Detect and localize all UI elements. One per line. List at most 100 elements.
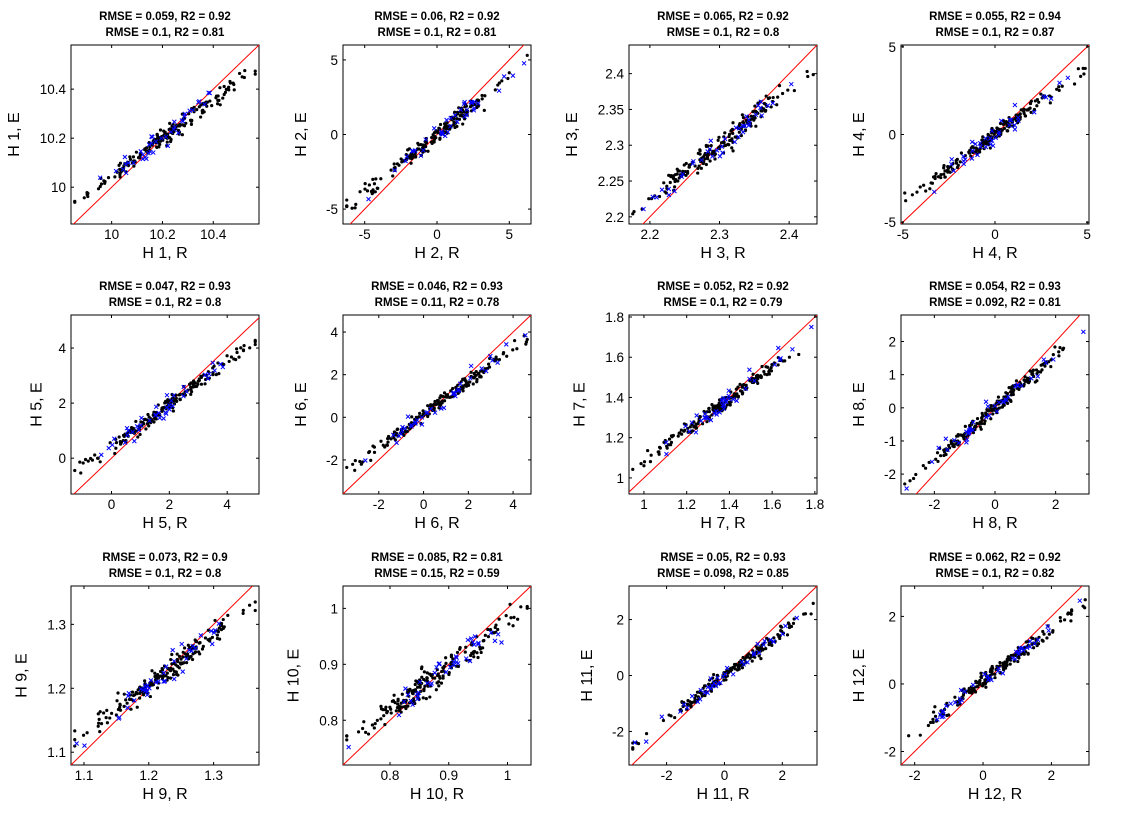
train-point bbox=[464, 645, 468, 649]
test-point bbox=[464, 107, 470, 113]
train-point bbox=[464, 379, 468, 383]
y-tick-label: 0 bbox=[888, 401, 896, 416]
train-point bbox=[1007, 385, 1011, 390]
test-point bbox=[139, 415, 144, 421]
train-point bbox=[727, 134, 731, 139]
train-point bbox=[170, 392, 174, 397]
test-point bbox=[983, 399, 989, 405]
train-point bbox=[755, 374, 759, 379]
train-point bbox=[389, 707, 393, 711]
test-point bbox=[74, 741, 79, 746]
test-point bbox=[659, 714, 665, 720]
train-point bbox=[683, 428, 687, 432]
test-point bbox=[775, 345, 781, 351]
train-point bbox=[775, 103, 779, 107]
y-tick-label: -2 bbox=[884, 467, 896, 482]
train-point bbox=[169, 127, 173, 131]
subplot-title-line-2: RMSE = 0.15, R2 = 0.59 bbox=[374, 568, 499, 580]
train-point bbox=[237, 355, 241, 359]
train-point bbox=[789, 624, 794, 629]
train-point bbox=[676, 434, 680, 438]
y-tick-label: 2.35 bbox=[598, 102, 624, 117]
train-point bbox=[676, 169, 680, 173]
test-point bbox=[467, 375, 473, 381]
test-point bbox=[987, 675, 993, 680]
train-point bbox=[353, 206, 357, 210]
test-point bbox=[952, 700, 958, 705]
train-point bbox=[437, 684, 441, 688]
test-point bbox=[419, 415, 425, 420]
train-point bbox=[442, 399, 447, 403]
test-point bbox=[156, 410, 162, 416]
train-point bbox=[1031, 646, 1036, 650]
test-point bbox=[948, 701, 954, 707]
train-point bbox=[673, 715, 677, 720]
train-point bbox=[1002, 668, 1006, 672]
y-axis-label: H 11, E bbox=[579, 649, 596, 701]
train-point bbox=[138, 432, 142, 437]
test-point bbox=[136, 427, 142, 433]
test-point bbox=[399, 428, 405, 433]
train-point bbox=[712, 672, 716, 677]
train-point bbox=[698, 149, 702, 153]
test-point bbox=[771, 639, 776, 644]
test-point bbox=[788, 81, 794, 87]
y-tick-label: 1 bbox=[330, 601, 338, 616]
test-point bbox=[467, 658, 473, 664]
train-point bbox=[359, 462, 363, 466]
train-point bbox=[345, 198, 349, 202]
train-point bbox=[763, 109, 767, 113]
y-tick-label: 1.6 bbox=[605, 350, 624, 365]
test-point bbox=[753, 112, 759, 118]
test-point bbox=[755, 641, 761, 647]
train-point bbox=[463, 650, 467, 654]
train-point bbox=[918, 185, 922, 189]
train-point bbox=[472, 650, 476, 654]
test-point bbox=[969, 156, 975, 161]
train-point bbox=[658, 446, 662, 450]
x-tick-label: 1.4 bbox=[720, 497, 739, 512]
test-point bbox=[153, 679, 159, 685]
test-point bbox=[989, 138, 995, 143]
subplot-title-line-2: RMSE = 0.1, R2 = 0.8 bbox=[109, 297, 222, 309]
test-point bbox=[451, 662, 457, 668]
test-point bbox=[488, 630, 494, 635]
train-point bbox=[943, 169, 947, 173]
train-point bbox=[704, 144, 709, 149]
train-point bbox=[222, 625, 226, 629]
test-point bbox=[739, 659, 745, 665]
train-point bbox=[765, 636, 769, 641]
train-point bbox=[685, 702, 690, 706]
plot-area bbox=[71, 586, 257, 765]
train-point bbox=[117, 435, 121, 439]
train-point bbox=[1035, 97, 1039, 102]
train-point bbox=[451, 386, 455, 391]
train-point bbox=[1053, 345, 1057, 349]
test-point bbox=[970, 148, 975, 154]
test-point bbox=[153, 412, 159, 418]
subplot-title-line-1: RMSE = 0.085, R2 = 0.81 bbox=[371, 552, 503, 564]
train-point bbox=[696, 151, 700, 155]
train-point bbox=[519, 605, 523, 609]
train-point bbox=[982, 680, 987, 685]
train-point bbox=[805, 69, 809, 74]
subplot-h10: RMSE = 0.085, R2 = 0.81 RMSE = 0.15, R2 =… bbox=[286, 552, 532, 803]
train-point bbox=[975, 421, 979, 426]
test-point bbox=[196, 99, 201, 105]
y-tick-label: 1 bbox=[616, 471, 624, 486]
test-point bbox=[1041, 357, 1047, 362]
train-point bbox=[216, 630, 221, 634]
y-tick-label: 2.4 bbox=[605, 67, 624, 82]
test-point bbox=[153, 404, 159, 410]
test-point bbox=[1008, 117, 1014, 123]
train-point bbox=[425, 671, 429, 675]
train-point bbox=[978, 682, 982, 686]
test-point bbox=[420, 147, 426, 153]
test-point bbox=[708, 676, 714, 681]
train-point bbox=[229, 355, 234, 359]
train-point bbox=[733, 667, 737, 671]
train-point bbox=[444, 661, 448, 665]
train-point bbox=[118, 708, 123, 712]
train-point bbox=[979, 427, 983, 431]
test-point bbox=[409, 424, 414, 429]
